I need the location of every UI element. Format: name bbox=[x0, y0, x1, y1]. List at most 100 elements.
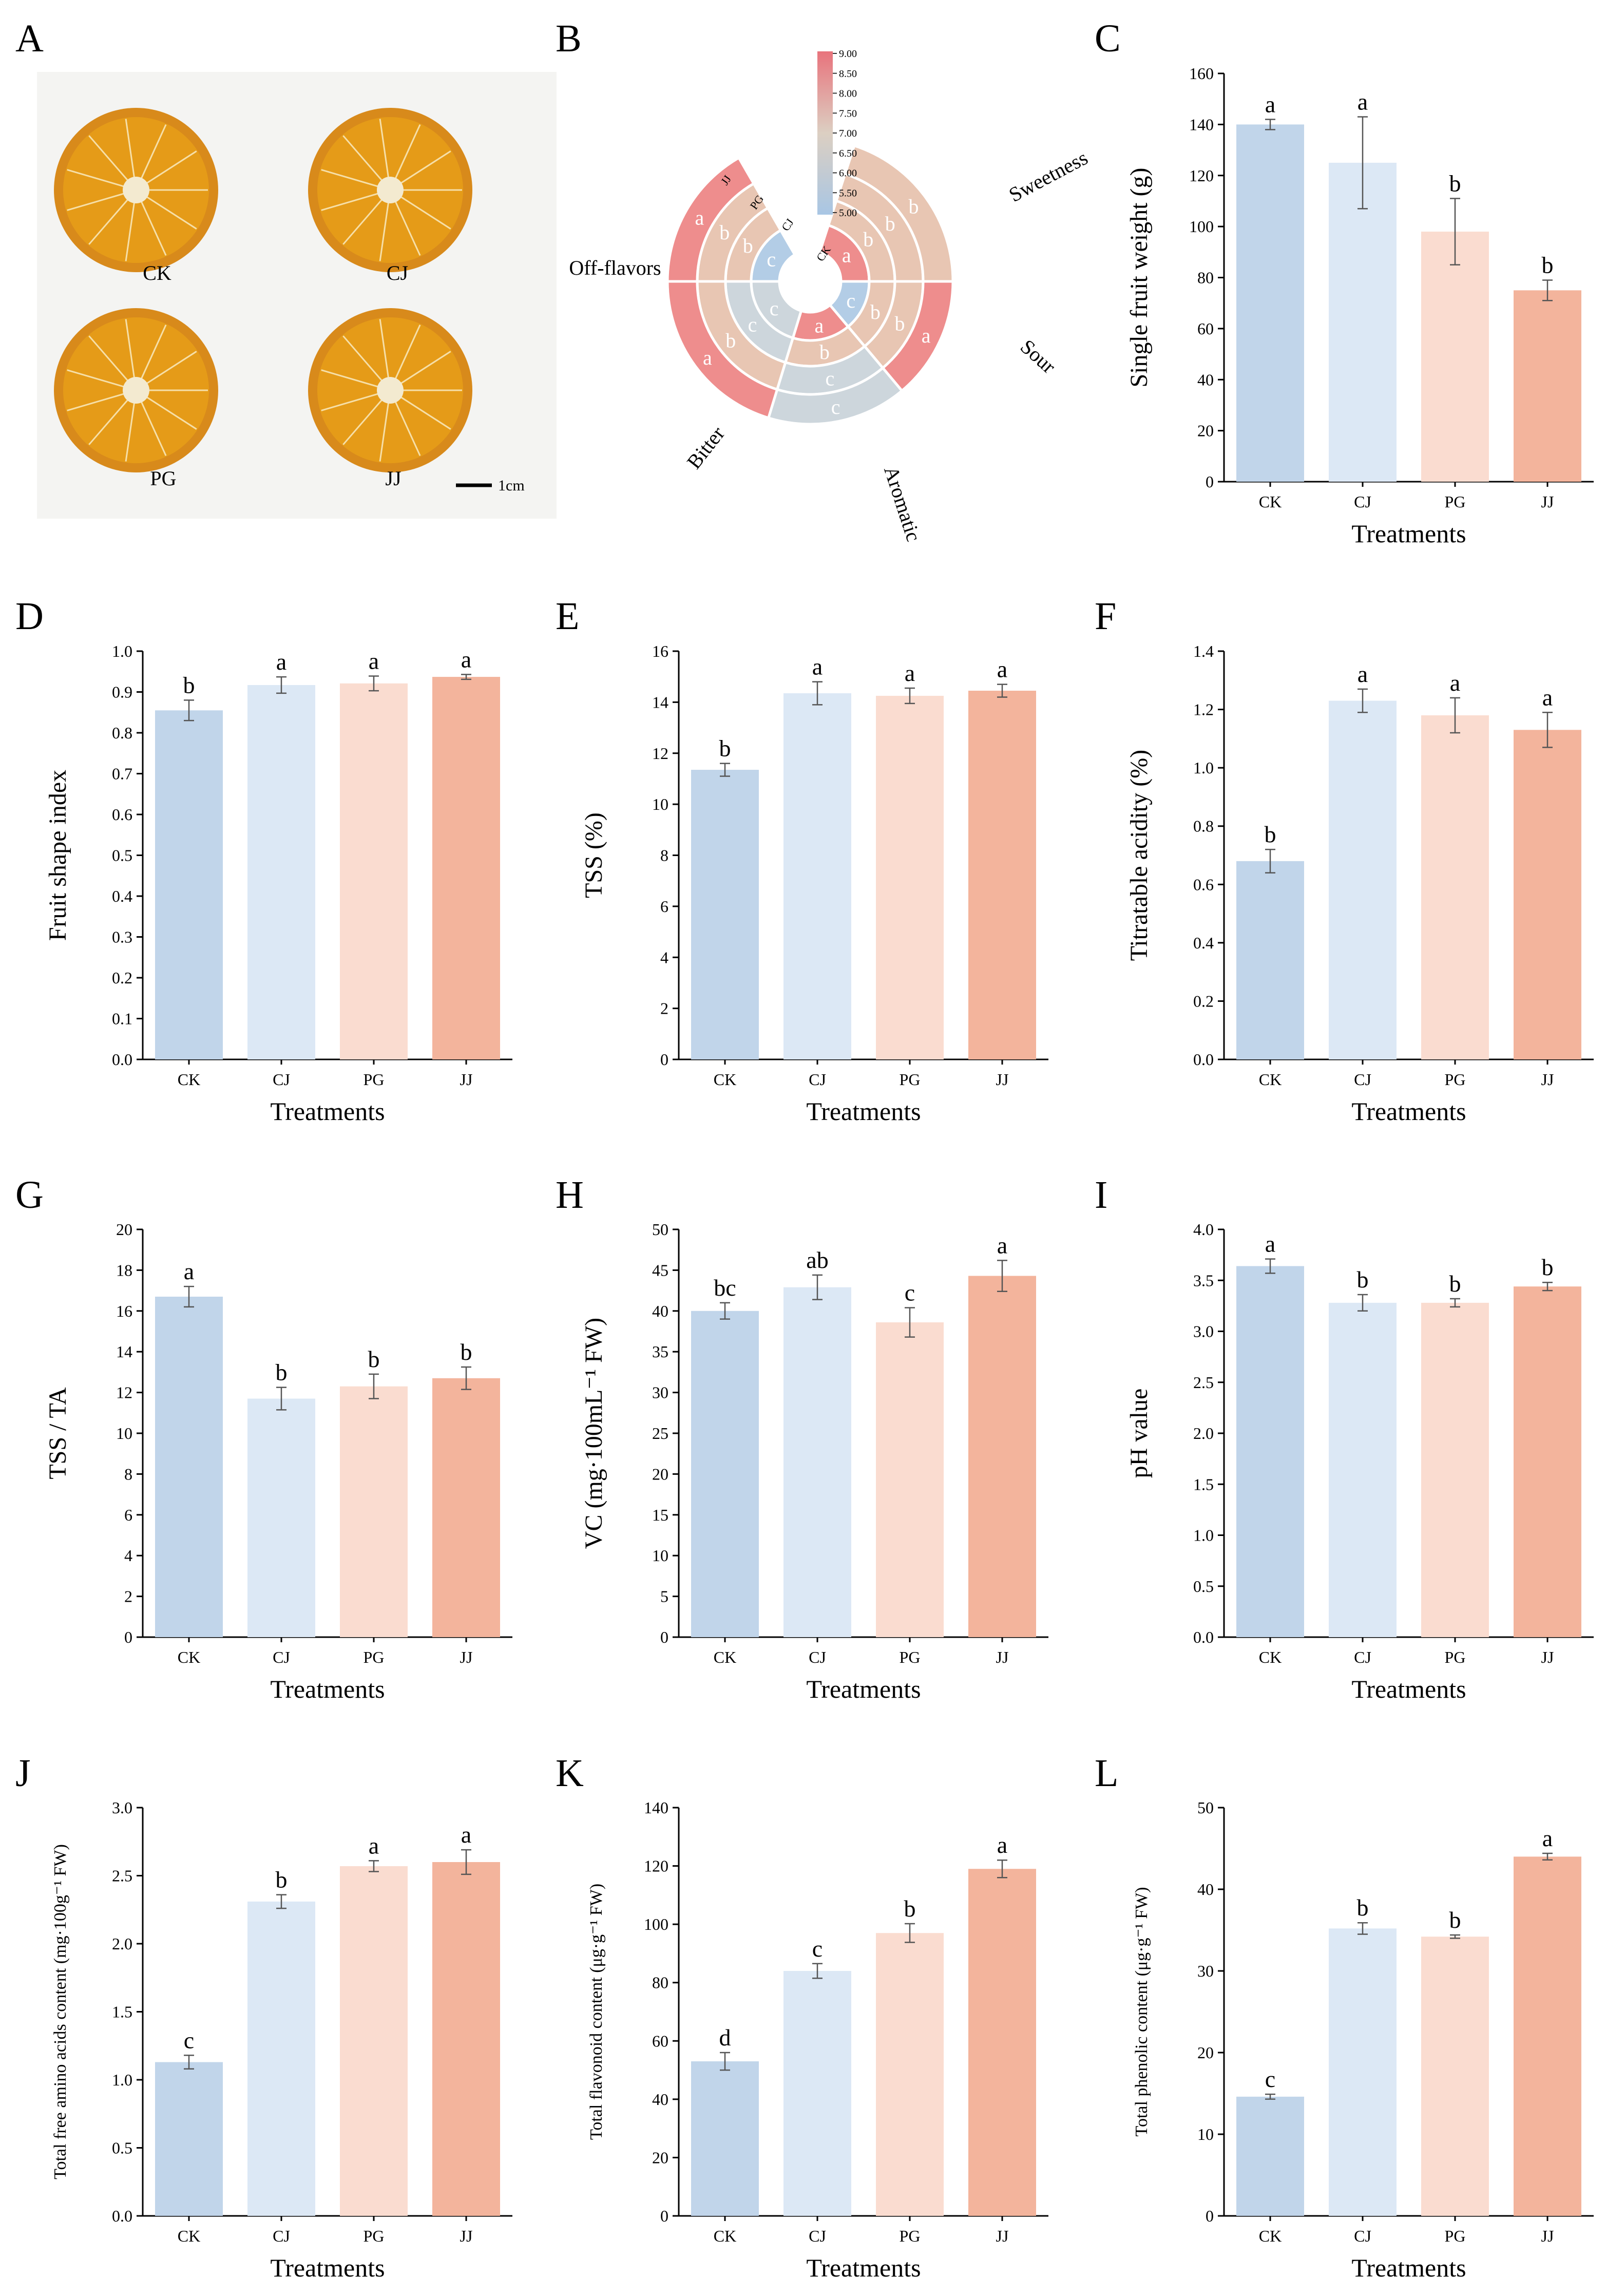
fruit-core bbox=[123, 377, 149, 404]
y-tick-label: 0.6 bbox=[112, 805, 132, 824]
y-tick-label: 2 bbox=[124, 1587, 132, 1606]
significance-letter: b bbox=[719, 735, 731, 762]
significance-letter: b bbox=[1449, 1270, 1461, 1297]
y-tick-label: 14 bbox=[116, 1342, 132, 1361]
bar-cj bbox=[1329, 1302, 1397, 1637]
y-tick-label: 4 bbox=[124, 1546, 132, 1565]
y-tick-label: 80 bbox=[1197, 269, 1214, 287]
panel-letter-h: H bbox=[556, 1173, 584, 1217]
significance-letter: b bbox=[276, 1867, 288, 1893]
cell-letter: a bbox=[815, 314, 824, 337]
significance-letter: a bbox=[461, 1821, 471, 1848]
significance-letter: c bbox=[905, 1279, 915, 1305]
bar-jj bbox=[968, 1276, 1036, 1637]
x-axis-label: Treatments bbox=[1351, 1675, 1466, 1703]
significance-letter: a bbox=[997, 656, 1007, 682]
y-tick-label: 1.4 bbox=[1193, 642, 1214, 660]
y-tick-label: 5 bbox=[660, 1587, 668, 1606]
y-tick-label: 0 bbox=[660, 2207, 668, 2225]
colorbar-tick-label: 7.00 bbox=[839, 128, 857, 139]
colorbar-tick-label: 7.50 bbox=[839, 108, 857, 119]
y-tick-label: 0.5 bbox=[112, 846, 132, 865]
y-tick-label: 0.2 bbox=[112, 969, 132, 987]
x-axis-label: Treatments bbox=[270, 2253, 385, 2282]
scale-label: 1cm bbox=[498, 477, 525, 494]
panel-g-bar-chart: 0 2 4 6 8 10 12 14 16 18 20 a CK b CJ b PG b JJ Treatments T… bbox=[44, 1220, 512, 1703]
y-tick-label: 12 bbox=[116, 1383, 132, 1402]
panel-j-bar-chart: 0.0 0.5 1.0 1.5 2.0 2.5 3.0 c CK b CJ a PG a JJ Treatme… bbox=[51, 1798, 512, 2282]
panel-a-photo: CK CJ PG JJ 1cm bbox=[37, 72, 557, 519]
x-tick-label: JJ bbox=[996, 1648, 1009, 1666]
y-tick-label: 40 bbox=[1197, 1880, 1214, 1899]
y-tick-label: 30 bbox=[1197, 1962, 1214, 1980]
x-tick-label: CK bbox=[1259, 492, 1282, 511]
bar-pg bbox=[340, 683, 408, 1059]
significance-letter: a bbox=[1542, 1825, 1553, 1851]
y-tick-label: 0.4 bbox=[112, 887, 132, 905]
y-tick-label: 20 bbox=[116, 1220, 132, 1239]
y-tick-label: 2.0 bbox=[1193, 1424, 1214, 1443]
bar-cj bbox=[247, 685, 315, 1059]
x-tick-label: JJ bbox=[1541, 1070, 1554, 1089]
significance-letter: ab bbox=[806, 1247, 828, 1273]
panel-e-bar-chart: 0 2 4 6 8 10 12 14 16 b CK a CJ a PG a JJ Treatments TSS (… bbox=[580, 642, 1048, 1126]
x-tick-label: CJ bbox=[273, 2227, 290, 2245]
y-tick-label: 1.0 bbox=[112, 2071, 132, 2089]
colorbar-tick-label: 9.00 bbox=[839, 48, 857, 60]
colorbar-bar bbox=[817, 51, 833, 215]
cell-letter: c bbox=[767, 248, 776, 271]
y-tick-label: 3.0 bbox=[1193, 1322, 1214, 1341]
y-tick-label: 40 bbox=[652, 1302, 668, 1320]
cell-letter: b bbox=[819, 340, 830, 364]
x-tick-label: PG bbox=[364, 1648, 385, 1666]
x-tick-label: CK bbox=[178, 2227, 200, 2245]
y-tick-label: 0 bbox=[124, 1628, 132, 1646]
x-tick-label: CJ bbox=[1354, 1070, 1371, 1089]
bar-jj bbox=[1514, 1856, 1581, 2216]
x-tick-label: CK bbox=[1259, 1070, 1282, 1089]
y-tick-label: 1.0 bbox=[112, 642, 132, 660]
y-tick-label: 0.0 bbox=[112, 1050, 132, 1069]
x-tick-label: JJ bbox=[1541, 2227, 1554, 2245]
x-tick-label: PG bbox=[1445, 1070, 1466, 1089]
panel-letter-k: K bbox=[556, 1752, 584, 1795]
significance-letter: a bbox=[369, 648, 379, 674]
y-tick-label: 120 bbox=[1189, 166, 1214, 185]
significance-letter: b bbox=[1265, 821, 1276, 847]
bar-jj bbox=[432, 1378, 500, 1637]
y-tick-label: 120 bbox=[644, 1857, 668, 1875]
y-tick-label: 100 bbox=[644, 1915, 668, 1933]
significance-letter: b bbox=[1449, 170, 1461, 196]
bar-pg bbox=[340, 1386, 408, 1637]
bar-ck bbox=[691, 770, 759, 1059]
bar-pg bbox=[876, 695, 944, 1059]
y-axis-label: Titratable acidity (%) bbox=[1125, 750, 1153, 961]
x-tick-label: PG bbox=[1445, 492, 1466, 511]
x-tick-label: CK bbox=[1259, 1648, 1282, 1666]
cell-letter: c bbox=[846, 289, 855, 312]
y-tick-label: 20 bbox=[1197, 2043, 1214, 2062]
y-tick-label: 40 bbox=[652, 2090, 668, 2109]
bar-jj bbox=[432, 1862, 500, 2216]
panel-letter-e: E bbox=[556, 595, 579, 638]
y-tick-label: 8 bbox=[660, 846, 668, 865]
panel-letter-d: D bbox=[15, 595, 44, 638]
cell-letter: a bbox=[842, 244, 851, 267]
x-tick-label: CK bbox=[714, 1070, 736, 1089]
colorbar-tick-label: 5.50 bbox=[839, 187, 857, 199]
y-tick-label: 0.1 bbox=[112, 1010, 132, 1028]
y-tick-label: 40 bbox=[1197, 370, 1214, 389]
y-tick-label: 20 bbox=[652, 2148, 668, 2167]
significance-letter: a bbox=[1265, 91, 1275, 117]
cell-letter: b bbox=[725, 329, 736, 352]
fruit-core bbox=[123, 177, 149, 203]
colorbar-tick-label: 6.00 bbox=[839, 168, 857, 179]
colorbar-tick-label: 5.00 bbox=[839, 207, 857, 219]
y-tick-label: 16 bbox=[652, 642, 668, 660]
y-tick-label: 0 bbox=[1206, 2207, 1214, 2225]
y-tick-label: 0 bbox=[660, 1628, 668, 1646]
y-tick-label: 0.0 bbox=[112, 2207, 132, 2225]
cell-letter: b bbox=[885, 212, 895, 235]
colorbar-tick-label: 8.50 bbox=[839, 68, 857, 80]
